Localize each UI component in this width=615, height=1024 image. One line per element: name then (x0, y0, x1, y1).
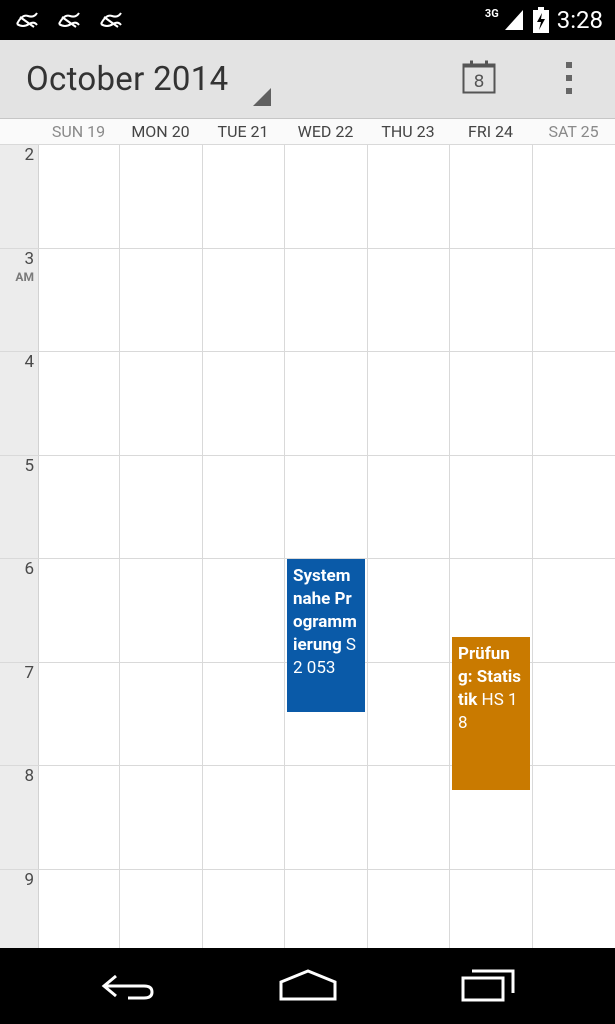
event-location: S2 053 (293, 635, 356, 678)
day-divider (119, 144, 120, 948)
battery-charging-icon (532, 7, 549, 33)
week-grid[interactable]: 2 3 AM 4 5 6 7 8 9 Systemnahe Programmierung S2 … (0, 144, 615, 948)
hour-line (0, 765, 615, 766)
day-divider (202, 144, 203, 948)
hour-line (0, 248, 615, 249)
day-header-cell: TUE 21 (217, 122, 269, 141)
day-divider (449, 144, 450, 948)
hour-label: 9 (24, 870, 34, 890)
ampm-label: AM (15, 270, 34, 284)
hour-label: 3 (24, 249, 34, 269)
notification-icon (58, 12, 80, 28)
hour-label: 8 (24, 766, 34, 786)
day-divider (367, 144, 368, 948)
event-title: Systemnahe Programmierung (293, 566, 357, 655)
event-title: Prüfung: Statistik (458, 643, 522, 710)
overflow-menu-icon[interactable] (562, 60, 576, 96)
recents-icon[interactable] (460, 966, 516, 1006)
hour-label: 5 (24, 456, 34, 476)
status-right: 3G 3:28 (485, 6, 603, 34)
today-icon-day: 8 (474, 72, 485, 92)
navigation-bar (0, 948, 615, 1024)
status-bar: 3G 3:28 (0, 0, 615, 40)
day-header-cell: FRI 24 (467, 122, 513, 141)
hour-line (0, 455, 615, 456)
day-header-cell: SUN 19 (51, 122, 106, 141)
notification-icon (16, 12, 38, 28)
signal-icon (504, 10, 523, 30)
day-divider (284, 144, 285, 948)
day-header-cell: THU 23 (381, 122, 435, 141)
notification-icon (100, 12, 122, 28)
month-title[interactable]: October 2014 (26, 60, 229, 99)
day-header-cell: MON 20 (131, 122, 190, 141)
event-location: HS 18 (458, 689, 518, 733)
back-icon[interactable] (100, 966, 156, 1006)
home-icon[interactable] (278, 966, 338, 1006)
dropdown-caret-icon[interactable] (253, 88, 271, 106)
hour-line (0, 869, 615, 870)
day-divider (532, 144, 533, 948)
hour-line (0, 558, 615, 559)
hour-line (0, 144, 615, 145)
day-header-cell: WED 22 (297, 122, 354, 141)
hour-label: 6 (24, 559, 34, 579)
network-type: 3G (484, 6, 499, 20)
hour-line (0, 351, 615, 352)
day-header: SUN 19 MON 20 TUE 21 WED 22 THU 23 FRI 24 SAT … (0, 119, 615, 144)
notification-icons (14, 10, 124, 30)
hour-label: 2 (24, 145, 34, 165)
clock: 3:28 (556, 6, 603, 34)
action-bar: October 2014 8 (0, 40, 615, 119)
time-column: 2 3 AM 4 5 6 7 8 9 (0, 144, 39, 948)
calendar-today-icon[interactable]: 8 (462, 60, 496, 94)
hour-label: 4 (24, 352, 34, 372)
calendar-event[interactable]: Prüfung: Statistik HS 18 (452, 636, 530, 790)
day-header-cell: SAT 25 (548, 122, 599, 141)
hour-label: 7 (24, 663, 34, 683)
calendar-event[interactable]: Systemnahe Programmierung S2 053 (287, 559, 365, 713)
